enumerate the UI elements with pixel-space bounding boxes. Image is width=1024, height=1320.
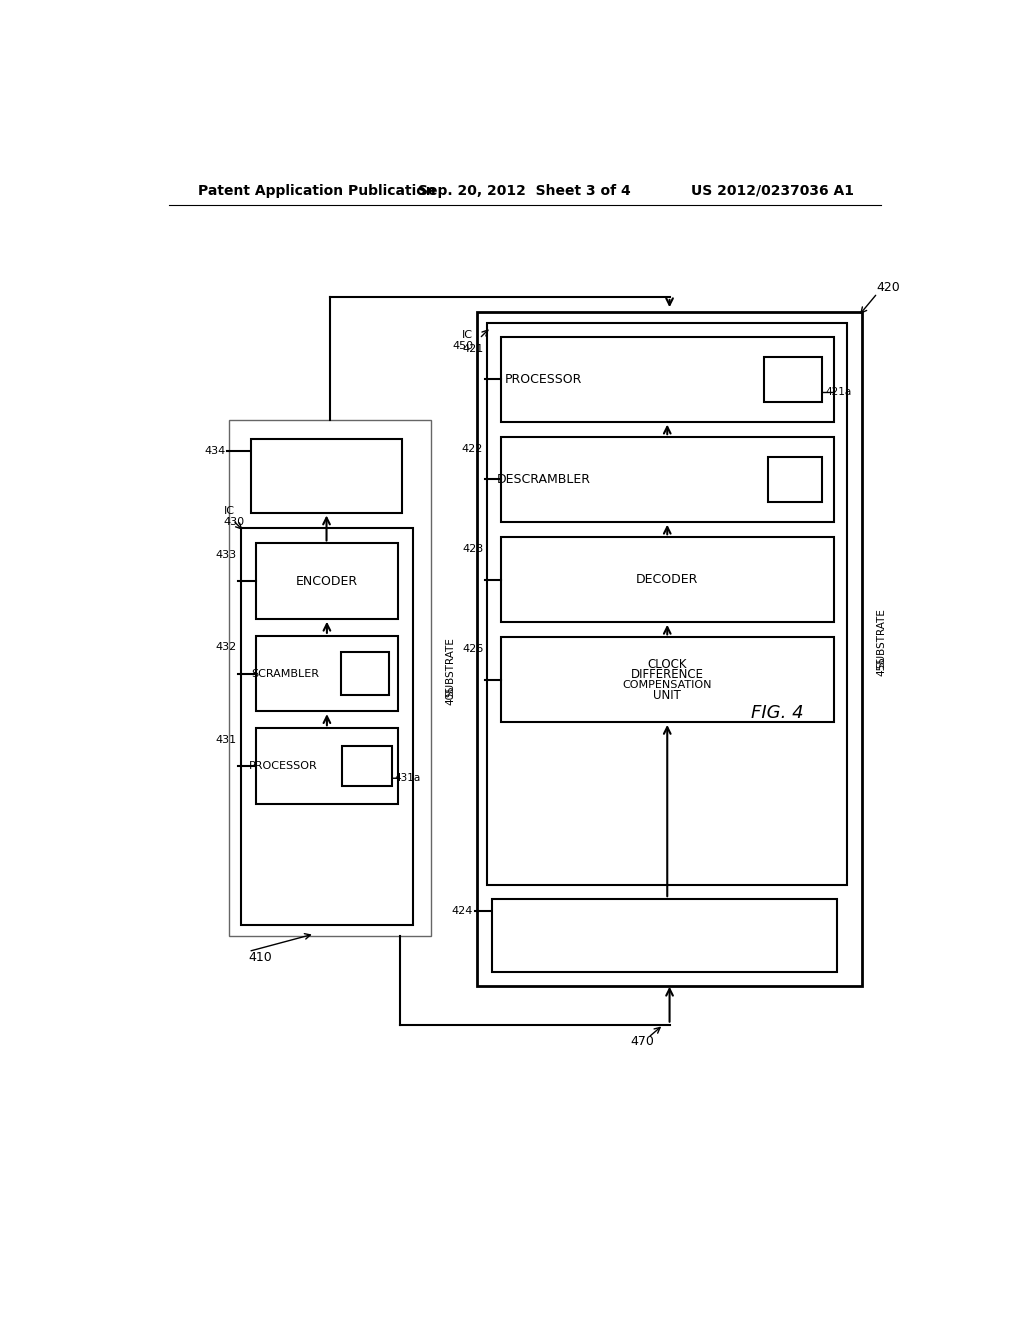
Text: DECODER: DECODER [636,573,698,586]
Text: Patent Application Publication: Patent Application Publication [199,183,436,198]
Text: US 2012/0237036 A1: US 2012/0237036 A1 [691,183,854,198]
Text: MEMORY: MEMORY [769,375,817,384]
Text: 426: 426 [462,644,483,653]
Text: 433: 433 [216,550,237,560]
Text: UNIT: UNIT [653,689,681,702]
Bar [501,337,834,422]
Bar [241,528,413,924]
Text: SCRAMBLER: SCRAMBLER [251,668,319,678]
Bar [342,746,391,785]
Text: 450: 450 [452,342,473,351]
Text: ELECTRICAL: ELECTRICAL [293,461,360,470]
Text: DIFFERENCE: DIFFERENCE [631,668,703,681]
Text: 423: 423 [462,544,483,554]
Text: FIG. 4: FIG. 4 [751,704,804,722]
Text: 421a: 421a [825,388,851,397]
Text: CLOCK: CLOCK [647,657,687,671]
Text: UNIT: UNIT [313,482,340,492]
Bar [251,440,402,512]
Text: 405: 405 [445,685,455,705]
Text: 425: 425 [784,470,806,483]
Bar [768,457,822,502]
Text: 431: 431 [216,735,237,744]
Text: SUBSTRATE: SUBSTRATE [445,636,455,697]
Text: 470: 470 [631,1035,654,1048]
Text: PROCESSOR: PROCESSOR [249,760,317,771]
Bar [501,537,834,622]
Text: MEMORY: MEMORY [344,760,389,771]
Text: 410: 410 [249,952,272,964]
Text: PROCESSOR: PROCESSOR [505,372,582,385]
Text: UNIT: UNIT [651,941,678,952]
Bar [256,636,397,711]
Text: 420: 420 [876,281,900,294]
Text: ELECTRICAL: ELECTRICAL [631,920,698,929]
Text: 421: 421 [462,343,483,354]
Text: SUBSTRATE: SUBSTRATE [877,607,887,668]
Text: 435: 435 [353,667,376,680]
Bar [501,638,834,722]
Bar [477,313,862,986]
Text: IC: IC [462,330,473,339]
Bar [501,437,834,521]
Bar [487,323,848,886]
Text: 430: 430 [223,517,245,527]
Text: 431a: 431a [394,774,421,783]
Bar [341,652,388,694]
Text: IC: IC [223,506,234,516]
Text: 455: 455 [877,656,887,676]
Text: Sep. 20, 2012  Sheet 3 of 4: Sep. 20, 2012 Sheet 3 of 4 [419,183,631,198]
Text: DESCRAMBLER: DESCRAMBLER [497,473,590,486]
Text: 422: 422 [462,444,483,454]
Bar [764,358,822,401]
Text: PHYSICAL: PHYSICAL [638,931,692,941]
Bar [493,899,838,973]
Bar [256,544,397,619]
Text: 424: 424 [452,906,473,916]
Text: 432: 432 [216,643,237,652]
Text: PHYSICAL: PHYSICAL [300,471,353,480]
Bar [256,729,397,804]
Text: COMPENSATION: COMPENSATION [623,680,712,690]
Text: ENCODER: ENCODER [296,574,358,587]
Text: 434: 434 [204,446,225,455]
Bar [229,420,431,936]
